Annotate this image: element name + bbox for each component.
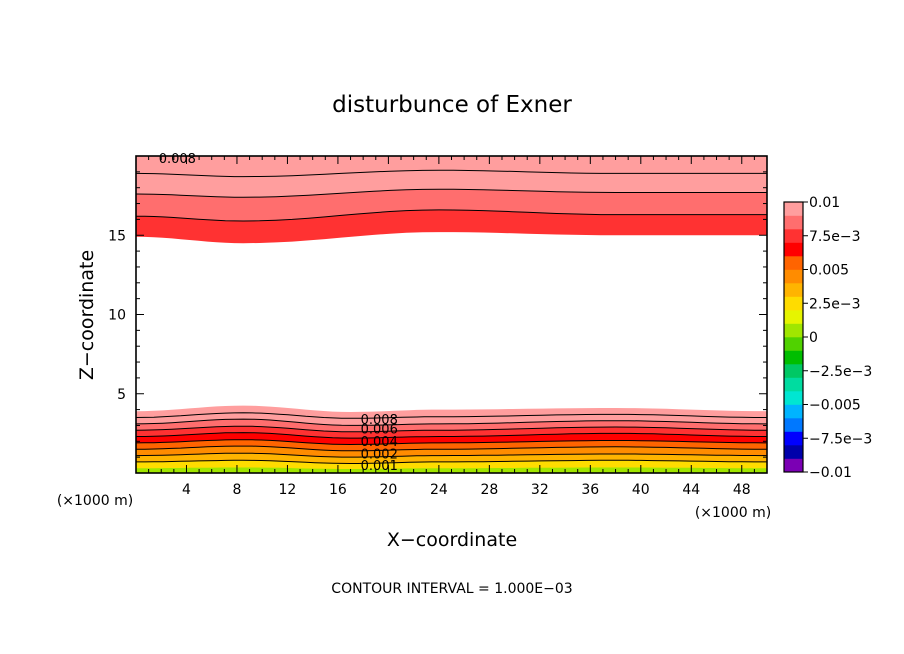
colorbar-swatch	[784, 242, 803, 257]
x-tick-label: 36	[581, 482, 599, 498]
colorbar-swatch	[784, 269, 803, 284]
y-tick-label: 15	[108, 228, 126, 244]
colorbar-swatch	[784, 323, 803, 338]
bottom-contour-label: 0.004	[361, 435, 398, 450]
bottom-contour-line-5	[136, 432, 767, 439]
colorbar-label: −0.01	[809, 465, 852, 481]
bottom-contour-line-2	[136, 452, 767, 458]
y-axis-ticks: 5 10 15	[108, 171, 767, 458]
colorbar-label: 0.01	[809, 195, 840, 211]
colorbar-label: 0.005	[809, 263, 849, 279]
x-unit-right: (×1000 m)	[695, 505, 771, 521]
chart-title: disturbunce of Exner	[332, 92, 572, 118]
x-tick-label: 28	[480, 482, 498, 498]
colorbar-swatch	[784, 458, 803, 473]
top-contour-line-2	[136, 188, 767, 198]
bottom-contour-label: 0.006	[361, 422, 398, 437]
contour-interval-note: CONTOUR INTERVAL = 1.000E−03	[331, 581, 572, 597]
top-contour-line-1	[136, 209, 767, 222]
x-tick-label: 8	[232, 482, 241, 498]
colorbar-label: −7.5e−3	[809, 431, 872, 447]
colorbar-swatch	[784, 350, 803, 365]
x-tick-label: 20	[379, 482, 397, 498]
colorbar-swatch	[784, 215, 803, 230]
colorbar-swatch	[784, 431, 803, 446]
top-contour-label: 0.008	[159, 152, 196, 167]
colorbar-label: 0	[809, 330, 818, 346]
bottom-contour-label: 0.008	[361, 413, 398, 428]
x-tick-label: 48	[733, 482, 751, 498]
colorbar-swatch	[784, 445, 803, 459]
top-fill-band-3	[136, 156, 767, 177]
colorbar-swatch	[784, 229, 803, 243]
x-tick-label: 44	[682, 482, 700, 498]
colorbar: 0.01 7.5e−3 0.005 2.5e−3 0 −2.5e−3 −0.005 −7.5e…	[783, 195, 872, 481]
x-unit-left: (×1000 m)	[57, 493, 133, 509]
colorbar-label: 7.5e−3	[809, 229, 861, 245]
colorbar-swatch	[784, 391, 803, 405]
y-tick-label: 5	[117, 387, 126, 403]
colorbar-swatch	[784, 418, 803, 432]
bottom-contour-line-6	[136, 425, 767, 433]
top-contour-line-3	[136, 169, 767, 178]
bottom-contour-line-7	[136, 418, 767, 426]
bottom-contour-line-8	[136, 412, 767, 419]
x-tick-label: 4	[182, 482, 191, 498]
bottom-contour-line-1	[136, 459, 767, 464]
y-tick-label: 10	[108, 308, 126, 324]
colorbar-label: −0.005	[809, 398, 861, 414]
x-tick-label: 40	[632, 482, 650, 498]
x-axis-label: X−coordinate	[387, 529, 517, 551]
colorbar-swatch	[784, 310, 803, 324]
y-axis-label: Z−coordinate	[76, 250, 98, 380]
bottom-contour-line-3	[136, 445, 767, 452]
colorbar-swatch	[784, 364, 803, 378]
x-tick-label: 24	[430, 482, 448, 498]
colorbar-swatch	[784, 202, 803, 216]
colorbar-label: −2.5e−3	[809, 364, 872, 380]
x-tick-label: 32	[531, 482, 549, 498]
x-tick-label: 16	[329, 482, 347, 498]
colorbar-swatch	[784, 404, 803, 419]
x-axis-ticks: 4 8 12 16 20 24 28 32 36 40 44 48	[148, 156, 755, 498]
x-tick-label: 12	[279, 482, 297, 498]
bottom-contour-label: 0.002	[361, 448, 398, 463]
colorbar-swatch	[784, 337, 803, 351]
bottom-contour-label: 0.001	[361, 459, 398, 474]
colorbar-swatch	[784, 256, 803, 270]
colorbar-swatch	[784, 377, 803, 392]
colorbar-swatch	[784, 283, 803, 297]
colorbar-label: 2.5e−3	[809, 296, 861, 312]
bottom-contour-line-4	[136, 439, 767, 446]
colorbar-swatch	[784, 296, 803, 311]
